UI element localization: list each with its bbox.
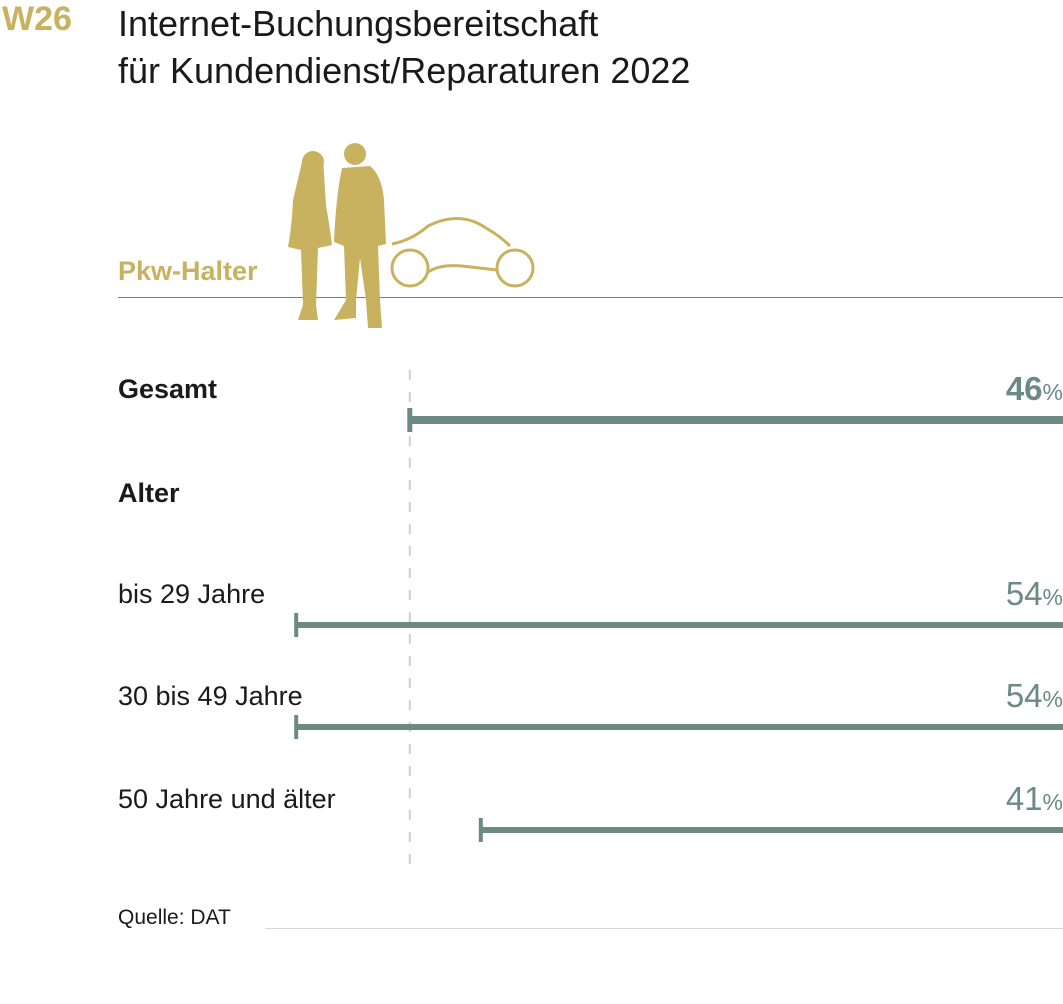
- data-label: 54%: [1006, 677, 1063, 714]
- data-label: 54%: [1006, 575, 1063, 612]
- people-with-car-icon: [288, 143, 535, 328]
- source-rule: [265, 928, 1063, 929]
- chart-title: Internet-Buchungsbereitschaft für Kunden…: [118, 0, 690, 94]
- section-heading: Alter: [118, 478, 180, 508]
- source-note: Quelle: DAT: [118, 906, 231, 929]
- category-label: 50 Jahre und älter: [118, 784, 336, 814]
- title-line-2: für Kundendienst/Reparaturen 2022: [118, 50, 691, 91]
- title-line-1: Internet-Buchungsbereitschaft: [118, 3, 599, 44]
- figure-tag: W26: [2, 0, 72, 38]
- data-label: 41%: [1006, 780, 1063, 817]
- category-label: bis 29 Jahre: [118, 579, 265, 609]
- category-label: Gesamt: [118, 374, 217, 404]
- subject-label: Pkw-Halter: [118, 256, 258, 286]
- category-label: 30 bis 49 Jahre: [118, 681, 303, 711]
- header-rule: [118, 297, 1063, 298]
- data-label: 46%: [1006, 370, 1063, 407]
